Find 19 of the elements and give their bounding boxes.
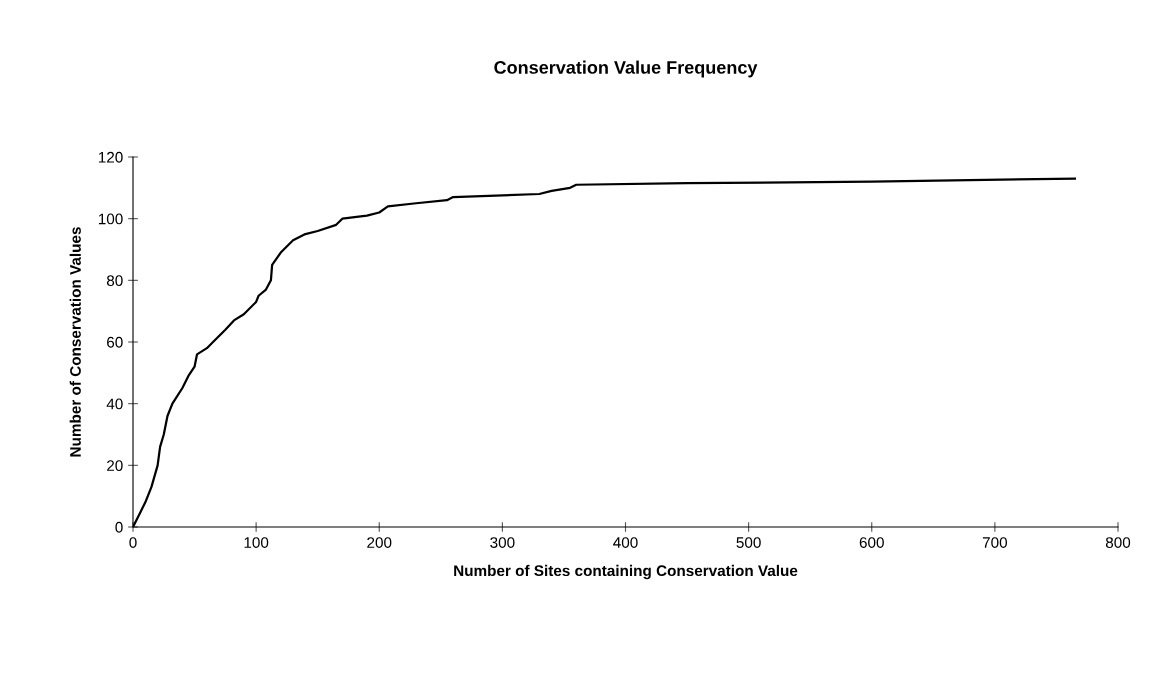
chart-title: Conservation Value Frequency [494,60,758,78]
y-tick-label: 0 [115,521,123,533]
x-tick-label: 800 [1105,537,1131,548]
y-axis-title: Number of Conservation Values [69,227,81,457]
x-tick-label: 100 [244,537,269,548]
x-tick-label: 200 [367,537,392,548]
x-tick-label: 600 [859,537,884,548]
y-tick-label: 100 [98,213,123,225]
x-tick-label: 700 [982,537,1008,548]
y-tick-label: 20 [107,460,123,472]
y-tick-label: 120 [98,151,123,163]
y-tick-label: 60 [107,336,123,348]
y-tick-label: 40 [106,398,123,410]
x-tick-label: 0 [129,537,137,548]
x-tick-label: 500 [736,537,761,548]
y-tick-label: 80 [106,275,123,287]
x-tick-label: 400 [613,537,638,548]
x-axis-title: Number of Sites containing Conservation Value [454,564,798,580]
x-tick-label: 300 [490,537,515,548]
